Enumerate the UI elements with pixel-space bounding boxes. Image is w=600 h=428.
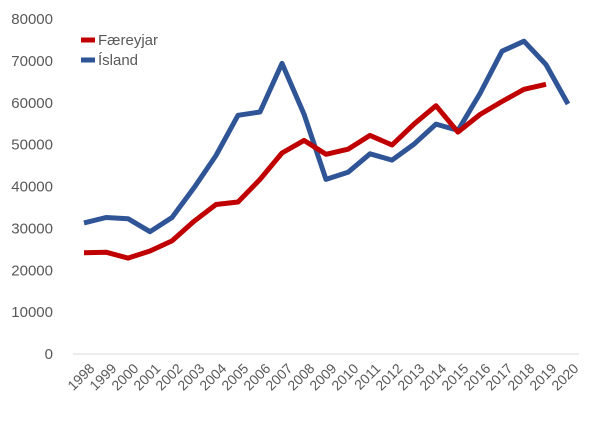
y-tick-label: 40000 [11, 179, 53, 196]
y-tick-label: 80000 [11, 11, 53, 28]
legend: Færeyjar Ísland [81, 32, 158, 69]
legend-label: Færeyjar [98, 32, 158, 49]
y-tick-label: 20000 [11, 262, 53, 279]
y-axis: 0 10000 20000 30000 40000 50000 60000 70000 8000… [11, 11, 53, 363]
y-tick-label: 10000 [11, 304, 53, 321]
y-tick-label: 30000 [11, 220, 53, 237]
series-line-island [83, 38, 571, 235]
legend-label: Ísland [98, 52, 138, 69]
x-tick-label: 2020 [548, 360, 581, 393]
series-line-faereyjar [83, 81, 547, 261]
y-tick-label: 60000 [11, 95, 53, 112]
y-tick-label: 70000 [11, 53, 53, 70]
y-tick-label: 50000 [11, 137, 53, 154]
series-lines [83, 38, 571, 261]
y-tick-label: 0 [45, 346, 53, 363]
x-axis: 1998199920002001200220032004200520062007… [64, 353, 582, 394]
